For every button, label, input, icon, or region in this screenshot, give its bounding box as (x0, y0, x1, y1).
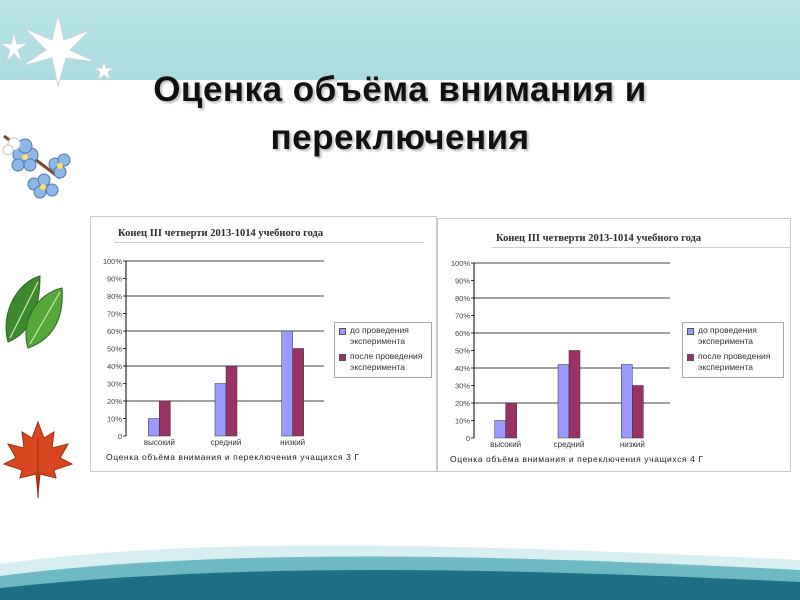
chart-title-underline-right (492, 247, 790, 248)
bar-chart-right: 0 10% 20% 30% 40% 50% 60% 70% 80% 90% 100% высокий с… (451, 259, 670, 449)
x-category-label: низкий (620, 440, 645, 449)
legend-label-after: после проведения эксперимента (698, 351, 771, 372)
legend-label-before: до проведения эксперимента (350, 325, 409, 346)
y-tick-label: 10% (107, 415, 122, 424)
legend-item-before: до проведения эксперимента (687, 325, 779, 347)
chart-title-right: Конец III четверти 2013-1014 учебного го… (496, 233, 702, 244)
y-tick-label: 10% (455, 417, 470, 426)
y-tick-label: 70% (455, 312, 470, 321)
y-tick-label: 20% (455, 399, 470, 408)
y-tick-label: 100% (103, 257, 123, 266)
y-tick-label: 30% (107, 380, 122, 389)
bar-before (621, 364, 633, 439)
bar-after (225, 365, 238, 437)
legend-swatch-after (687, 354, 694, 361)
chart-caption-left: Оценка объёма внимания и переключения уч… (106, 452, 360, 462)
y-tick-label: 20% (107, 397, 122, 406)
y-tick-label: 30% (455, 382, 470, 391)
y-tick-label: 50% (455, 347, 470, 356)
y-tick-label: 100% (451, 259, 471, 268)
bottom-wave (0, 545, 800, 600)
legend-item-before: до проведения эксперимента (339, 325, 427, 347)
x-category-label: средний (211, 438, 242, 447)
legend-item-after: после проведения эксперимента (339, 351, 427, 373)
maple-leaf-icon (2, 420, 74, 498)
y-tick-label: 80% (455, 294, 470, 303)
y-tick-label: 0 (466, 434, 470, 443)
legend-swatch-before (339, 328, 346, 335)
legend-swatch-before (687, 328, 694, 335)
bar-before (494, 420, 506, 439)
legend-left: до проведения эксперимента после проведе… (334, 322, 432, 378)
legend-swatch-after (339, 354, 346, 361)
flowers-icon (2, 134, 71, 199)
top-band (0, 0, 800, 80)
chart-title-underline-left (114, 242, 424, 243)
snowflake-icon (0, 13, 116, 87)
legend-label-before: до проведения эксперимента (698, 325, 757, 346)
bar-before (557, 364, 570, 439)
green-leaves-icon (5, 275, 63, 349)
y-tick-label: 90% (455, 277, 470, 286)
legend-right: до проведения эксперимента после проведе… (682, 322, 784, 378)
y-tick-label: 0 (118, 432, 122, 441)
bar-before (214, 383, 227, 437)
slide-title: Оценка объёма внимания и переключения (153, 70, 647, 157)
x-category-label: высокий (490, 440, 521, 449)
y-tick-label: 60% (455, 329, 470, 338)
bar-chart-left: 0 10% 20% 30% 40% 50% 60% 70% 80% 90% 100% высокий с… (103, 257, 324, 447)
x-category-label: низкий (280, 438, 305, 447)
y-tick-label: 40% (455, 364, 470, 373)
chart-title-left: Конец III четверти 2013-1014 учебного го… (118, 228, 324, 239)
bar-before (281, 330, 293, 437)
legend-label-after: после проведения эксперимента (350, 351, 423, 372)
chart-caption-right: Оценка объёма внимания и переключения уч… (450, 454, 704, 464)
bar-after (505, 402, 517, 439)
y-tick-label: 40% (107, 362, 122, 371)
y-tick-label: 60% (107, 327, 122, 336)
legend-item-after: после проведения эксперимента (687, 351, 779, 373)
y-tick-label: 70% (107, 310, 122, 319)
bar-after (568, 350, 581, 439)
y-tick-label: 80% (107, 292, 122, 301)
bar-after (159, 400, 171, 437)
y-tick-label: 50% (107, 345, 122, 354)
x-category-label: высокий (144, 438, 175, 447)
bar-after (292, 348, 304, 437)
bar-before (148, 418, 160, 437)
bar-after (632, 385, 644, 439)
y-tick-label: 90% (107, 275, 122, 284)
x-category-label: средний (554, 440, 585, 449)
